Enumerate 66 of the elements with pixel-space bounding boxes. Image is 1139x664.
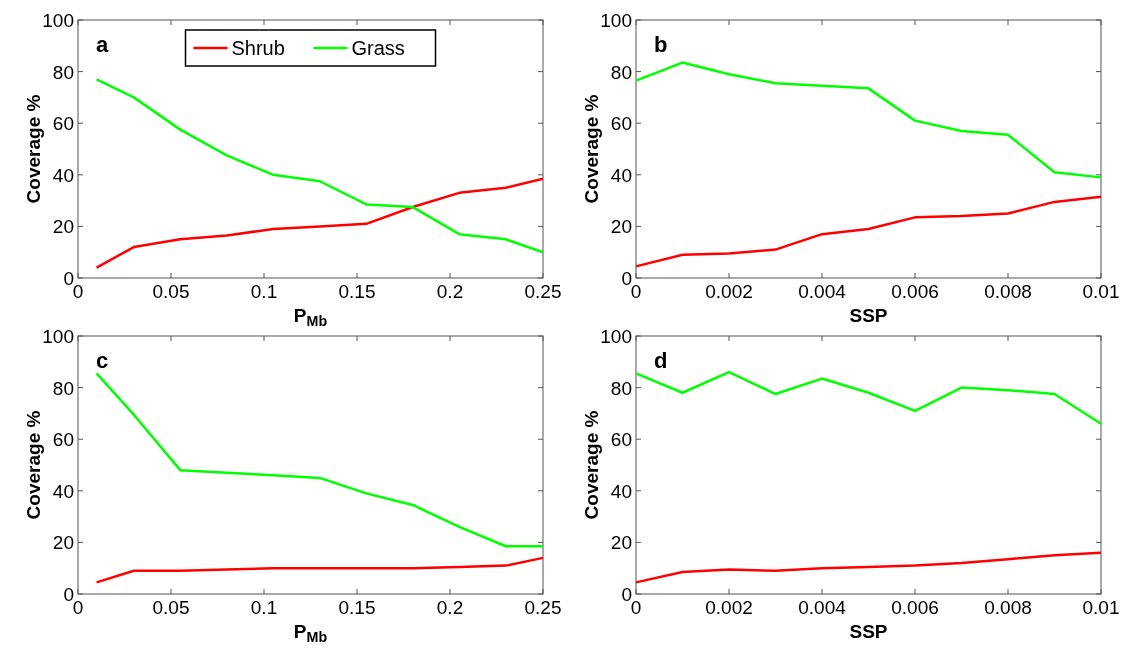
- x-tick-label: 0.004: [798, 281, 847, 302]
- x-tick-label: 0.2: [436, 281, 464, 302]
- y-axis-title: Coverage %: [23, 410, 44, 520]
- y-tick-label: 0: [63, 584, 74, 605]
- y-tick-label: 40: [52, 164, 74, 186]
- annotation: b: [654, 32, 668, 57]
- x-tick-label: 0.1: [250, 597, 278, 618]
- x-tick-label: 0.2: [436, 597, 464, 618]
- line-series: [95, 177, 545, 269]
- y-axis-title: Coverage %: [23, 94, 44, 204]
- x-tick-label: 0.01: [1082, 597, 1120, 618]
- y-tick-label: 100: [42, 326, 74, 347]
- y-tick-label: 20: [610, 532, 632, 554]
- x-tick-label: 0.002: [705, 597, 753, 618]
- x-tick-label: 0.25: [524, 281, 562, 302]
- x-tick-label: 0.002: [705, 281, 753, 302]
- y-tick-label: 0: [63, 268, 74, 289]
- y-tick-label: 80: [52, 377, 74, 399]
- y-tick-label: 80: [610, 61, 632, 83]
- line-series: [634, 551, 1103, 584]
- y-tick-label: 20: [610, 216, 632, 238]
- x-axis-title: SSP: [849, 304, 888, 326]
- x-tick-label: 0.006: [891, 281, 939, 302]
- x-tick-label: 0.05: [152, 281, 190, 302]
- x-tick-label: 0.15: [338, 597, 376, 618]
- y-tick-label: 0: [621, 584, 632, 605]
- line-series: [95, 372, 545, 548]
- x-tick-label: 0.008: [984, 597, 1032, 618]
- x-axis-title: P$_{Mb}$: [293, 304, 328, 330]
- line-series: [634, 61, 1103, 179]
- y-tick-label: 60: [610, 429, 632, 451]
- annotation: d: [654, 348, 668, 373]
- y-tick-label: 100: [600, 326, 632, 347]
- y-tick-label: 0: [621, 268, 632, 289]
- y-tick-label: 80: [610, 377, 632, 399]
- x-tick-label: 0.006: [891, 597, 939, 618]
- line-series: [95, 556, 545, 584]
- x-tick-label: 0.004: [798, 597, 847, 618]
- y-tick-label: 80: [52, 61, 74, 83]
- y-tick-label: 100: [600, 10, 632, 31]
- y-tick-label: 40: [610, 164, 632, 186]
- x-tick-label: 0.05: [152, 597, 190, 618]
- x-tick-label: 0.15: [338, 281, 376, 302]
- y-tick-label: 100: [42, 10, 74, 31]
- x-tick-label: 0.25: [524, 597, 562, 618]
- x-axis-title: P$_{Mb}$: [293, 620, 328, 646]
- x-tick-label: 0.01: [1082, 281, 1120, 302]
- y-tick-label: 60: [610, 113, 632, 135]
- y-tick-label: 40: [610, 480, 632, 502]
- annotation: a: [96, 32, 109, 57]
- legend-label: Grass: [351, 37, 405, 59]
- y-axis-title: Coverage %: [581, 410, 602, 520]
- line-series: [95, 78, 545, 254]
- y-tick-label: 20: [52, 216, 74, 238]
- y-tick-label: 60: [52, 429, 74, 451]
- x-axis-title: SSP: [849, 620, 888, 642]
- x-tick-label: 0.008: [984, 281, 1032, 302]
- line-series: [634, 370, 1103, 425]
- annotation: c: [96, 348, 109, 373]
- y-axis-title: Coverage %: [581, 94, 602, 204]
- y-tick-label: 40: [52, 480, 74, 502]
- y-tick-label: 20: [52, 532, 74, 554]
- line-series: [634, 195, 1103, 268]
- x-tick-label: 0.1: [250, 281, 278, 302]
- legend-label: Shrub: [231, 37, 285, 59]
- y-tick-label: 60: [52, 113, 74, 135]
